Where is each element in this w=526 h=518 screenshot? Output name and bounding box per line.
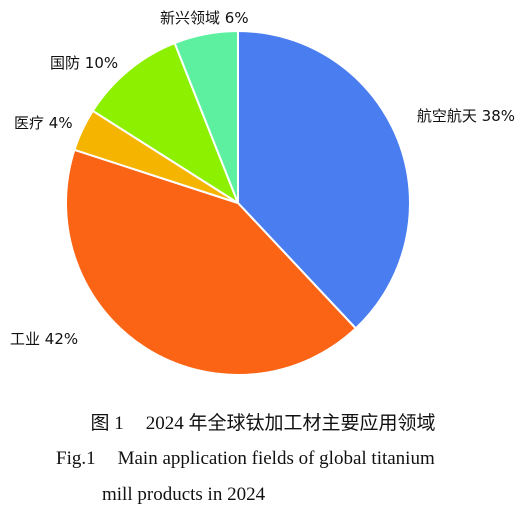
slice-name: 新兴领域 xyxy=(160,9,225,27)
figure-caption-english-line-1: Fig.1 Main application fields of global t… xyxy=(56,448,435,470)
pie-slice xyxy=(173,29,239,204)
slice-value: 38% xyxy=(482,107,515,125)
figure-caption-english-line-2: mill products in 2024 xyxy=(102,484,265,506)
caption-zh-prefix: 图 1 xyxy=(90,413,124,434)
pie-slice xyxy=(237,29,411,330)
slice-name: 医疗 xyxy=(14,114,49,132)
pie-slice xyxy=(91,41,241,206)
pie-slice xyxy=(65,148,358,376)
caption-en-line2: mill products in 2024 xyxy=(102,484,266,505)
pie-chart: 航空航天 38% 工业 42% 医疗 4% 国防 10% 新兴领域 6% xyxy=(10,9,515,376)
pie-slice-label: 医疗 4% xyxy=(14,114,73,132)
slice-value: 42% xyxy=(45,330,78,348)
slice-value: 6% xyxy=(225,9,249,27)
figure-caption-chinese: 图 1 2024 年全球钛加工材主要应用领域 xyxy=(0,408,526,435)
caption-en-line1: Main application fields of global titani… xyxy=(117,448,435,469)
slice-value: 10% xyxy=(85,54,118,72)
caption-zh-text: 2024 年全球钛加工材主要应用领域 xyxy=(145,413,436,434)
slice-name: 国防 xyxy=(50,54,85,72)
pie-slices xyxy=(65,29,411,376)
pie-slice-label: 新兴领域 6% xyxy=(160,9,249,27)
caption-en-prefix: Fig.1 xyxy=(56,448,96,469)
slice-value: 4% xyxy=(49,114,73,132)
pie-slice-label: 航空航天 38% xyxy=(417,107,515,125)
pie-labels: 航空航天 38% 工业 42% 医疗 4% 国防 10% 新兴领域 6% xyxy=(10,9,515,348)
pie-slice-label: 工业 42% xyxy=(10,330,78,348)
pie-slice-label: 国防 10% xyxy=(50,54,118,72)
slice-name: 航空航天 xyxy=(417,107,482,125)
slice-name: 工业 xyxy=(10,330,45,348)
